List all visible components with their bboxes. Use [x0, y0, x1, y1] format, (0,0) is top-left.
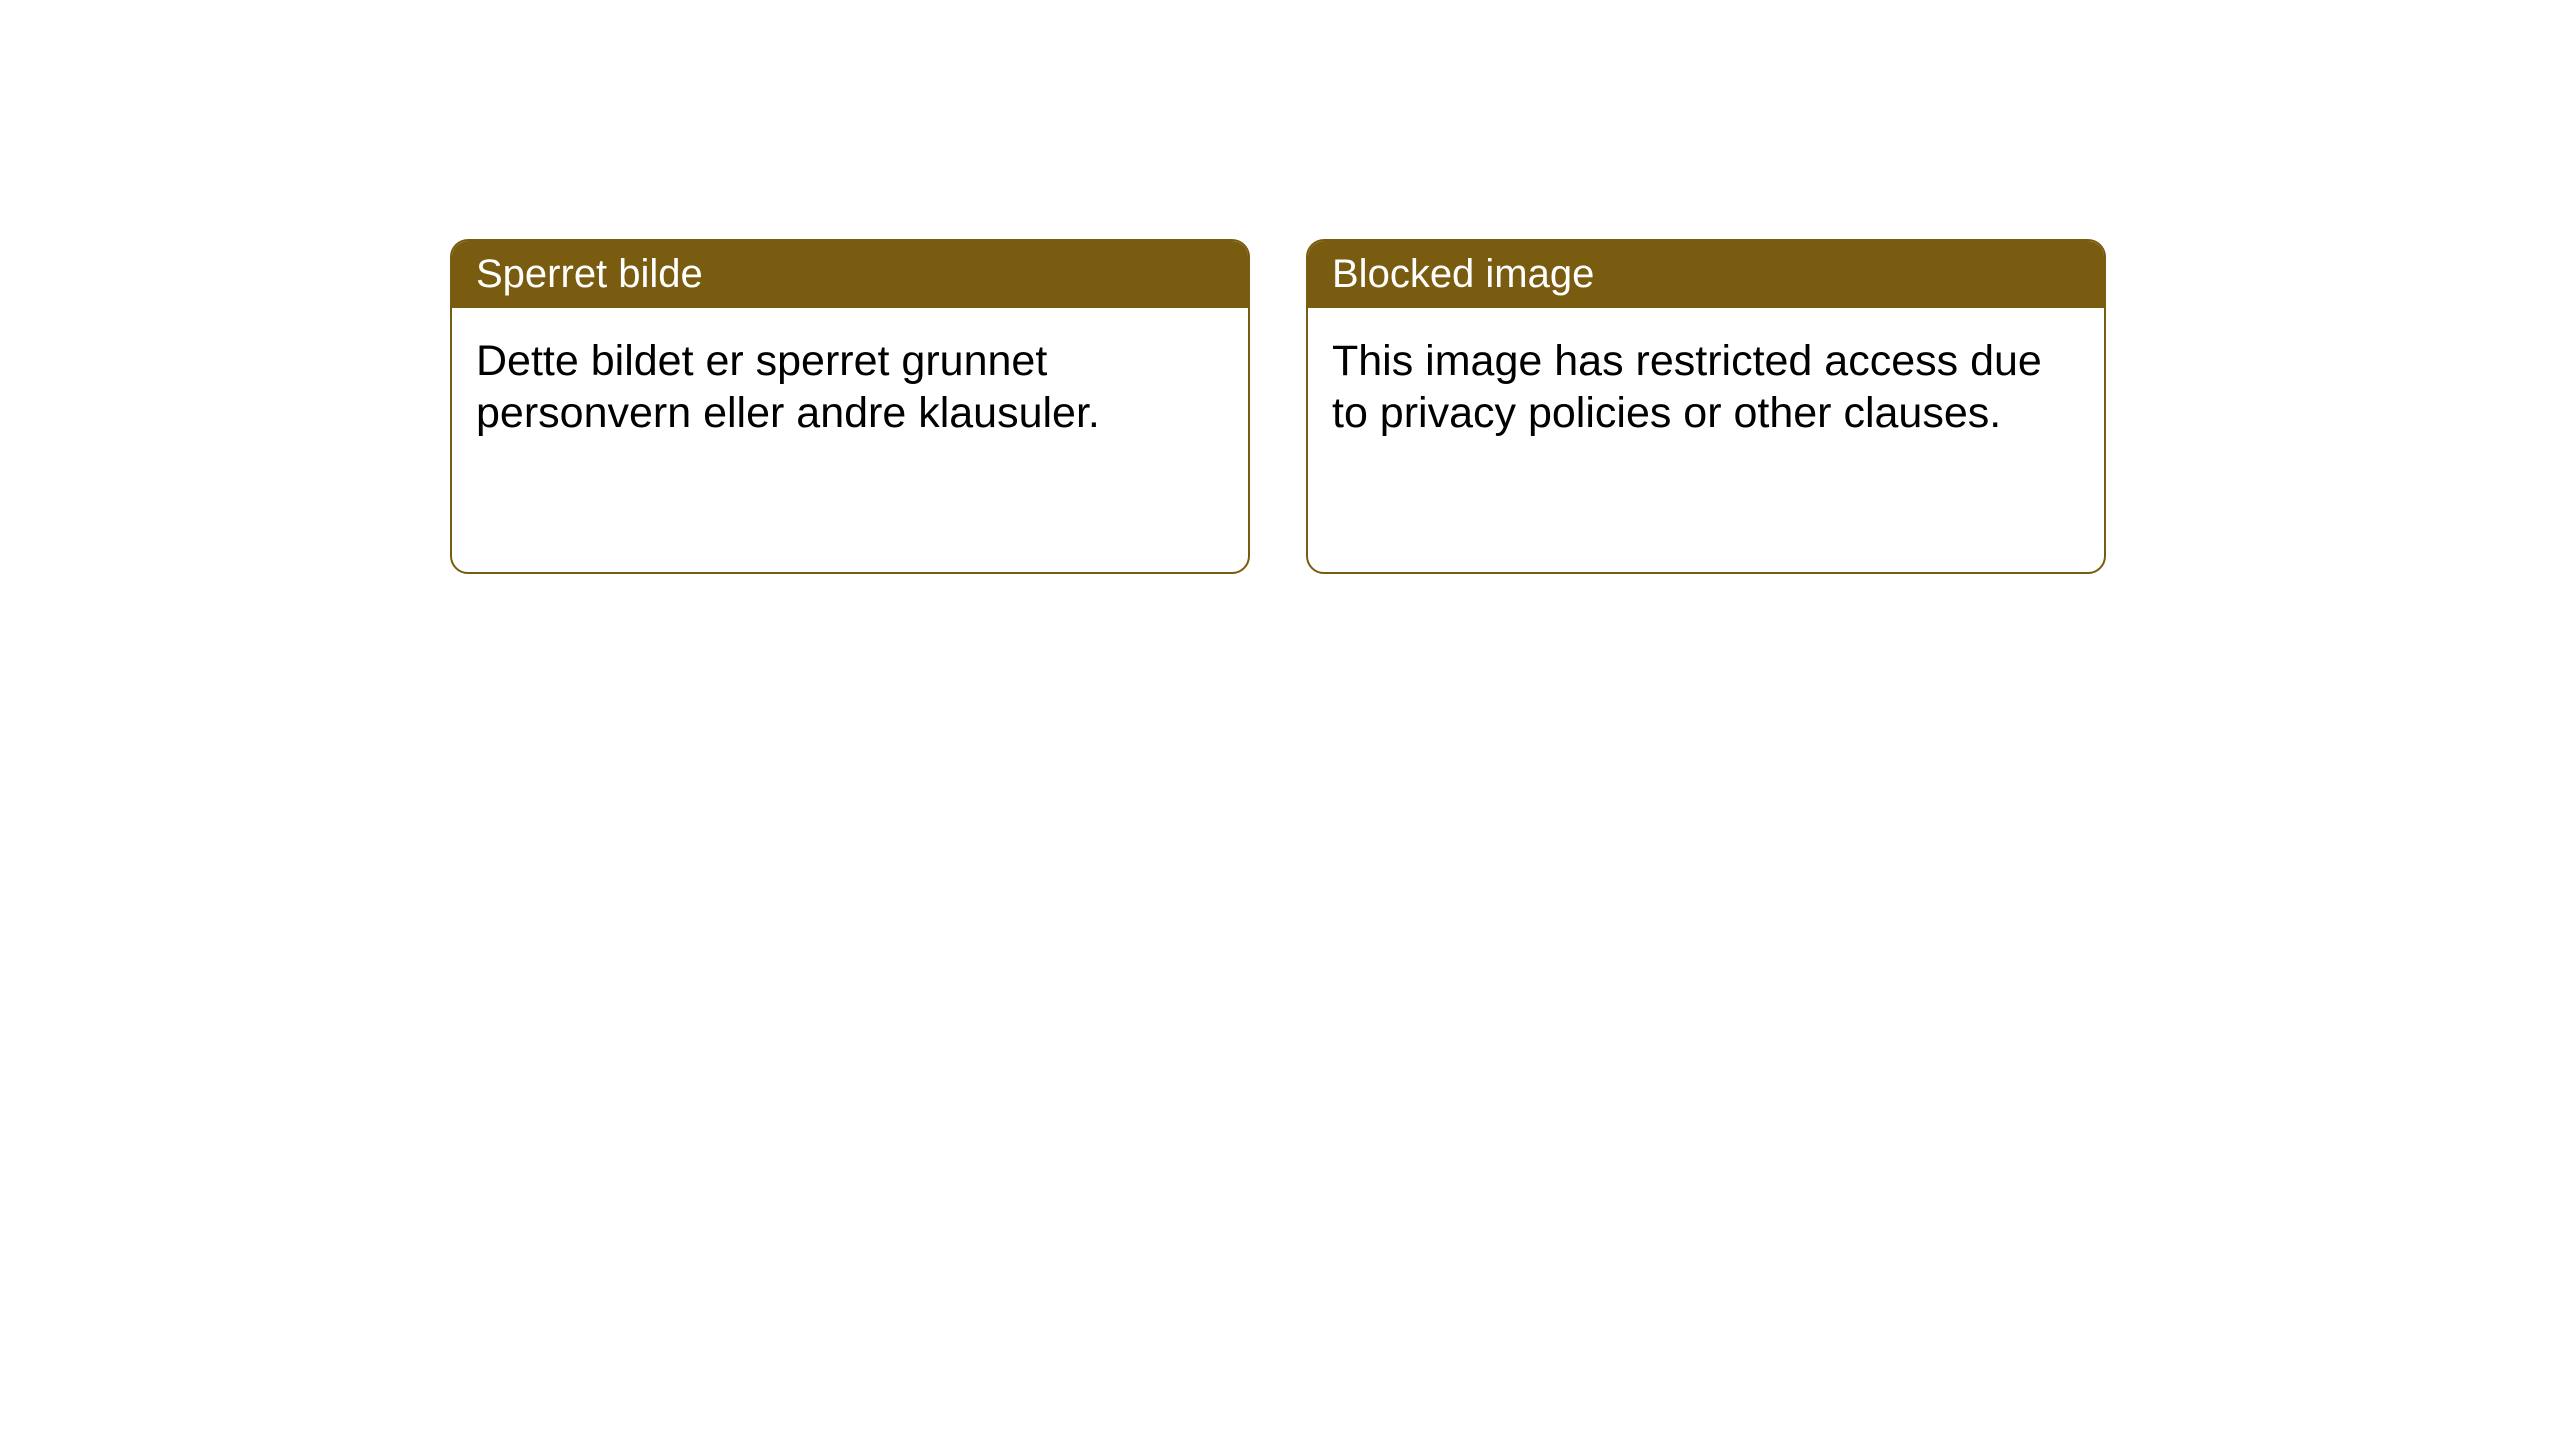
card-title: Sperret bilde — [476, 252, 703, 296]
card-title: Blocked image — [1332, 252, 1594, 296]
card-body-english: This image has restricted access due to … — [1308, 308, 2104, 463]
blocked-image-card-norwegian: Sperret bilde Dette bildet er sperret gr… — [450, 239, 1250, 574]
notice-container: Sperret bilde Dette bildet er sperret gr… — [0, 0, 2560, 574]
blocked-image-card-english: Blocked image This image has restricted … — [1306, 239, 2106, 574]
card-header-english: Blocked image — [1308, 241, 2104, 308]
card-message: Dette bildet er sperret grunnet personve… — [476, 337, 1100, 437]
card-header-norwegian: Sperret bilde — [452, 241, 1248, 308]
card-body-norwegian: Dette bildet er sperret grunnet personve… — [452, 308, 1248, 463]
card-message: This image has restricted access due to … — [1332, 337, 2042, 437]
